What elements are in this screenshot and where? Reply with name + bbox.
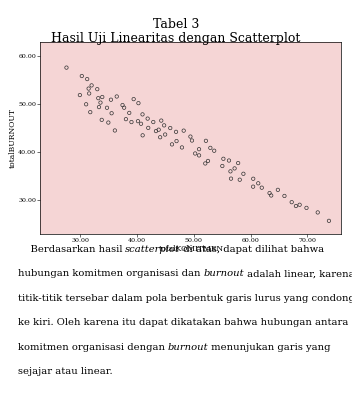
Point [250,184,256,190]
Point [136,100,141,106]
Point [275,187,281,193]
Text: sejajar atau linear.: sejajar atau linear. [18,367,112,376]
Point [86,85,92,92]
Text: scatterplot: scatterplot [125,245,180,254]
Point [156,126,162,133]
Point [168,125,173,131]
Point [192,150,198,157]
Point [289,199,295,205]
Point [173,129,179,135]
Text: menunjukan garis yang: menunjukan garis yang [208,343,331,352]
Point [108,96,114,103]
Point [162,131,168,138]
Point [297,202,302,208]
Point [138,120,144,127]
Point [196,152,202,158]
Text: burnout: burnout [168,343,208,352]
Point [250,176,256,182]
Text: adalah linear, karena: adalah linear, karena [244,269,352,278]
Text: burnout: burnout [203,269,244,278]
Point [106,119,111,126]
Point [326,218,332,224]
Point [256,180,261,186]
Point [203,138,209,144]
Point [196,146,202,152]
Point [100,94,105,100]
Point [212,148,217,154]
Point [140,111,145,118]
Point [86,90,92,97]
Point [179,144,185,151]
Point [220,163,225,169]
Point [181,128,187,134]
Point [237,176,243,183]
Point [145,125,151,131]
Point [112,127,118,134]
Point [221,156,226,162]
Point [131,96,137,102]
Point [232,165,237,172]
Point [96,104,102,110]
Point [228,168,233,174]
Point [174,138,180,144]
Text: titik-titik tersebar dalam pola berbentuk garis lurus yang condong: titik-titik tersebar dalam pola berbentu… [18,294,352,303]
Point [135,118,141,124]
Point [83,101,89,108]
Point [64,64,69,71]
Point [153,128,159,134]
Point [293,203,299,209]
Point [104,104,110,111]
Point [94,86,100,92]
Point [79,73,84,79]
Point [188,133,193,140]
Point [157,134,163,140]
Point [205,158,211,164]
Point [98,99,103,106]
Text: hubungan komitmen organisasi dan: hubungan komitmen organisasi dan [18,269,203,278]
Point [126,110,132,116]
Point [121,104,127,111]
Point [226,157,232,164]
Point [267,190,272,196]
X-axis label: totalKOMITMEN: totalKOMITMEN [158,244,224,252]
Text: di atas, dapat dilihat bahwa: di atas, dapat dilihat bahwa [180,245,324,254]
Point [158,117,164,124]
Point [114,93,120,100]
Point [202,160,208,167]
Point [109,110,114,116]
Text: komitmen organisasi dengan: komitmen organisasi dengan [18,343,168,352]
Point [89,82,94,88]
Point [123,116,129,122]
Point [259,184,265,191]
Point [282,193,287,199]
Point [87,109,93,115]
Point [84,76,90,82]
Point [128,119,134,125]
Point [99,117,105,123]
Point [140,132,145,138]
Point [235,160,241,166]
Point [95,95,101,101]
Y-axis label: totalBURNOUT: totalBURNOUT [9,108,17,168]
Point [161,122,167,128]
Point [208,145,213,151]
Point [189,137,195,144]
Text: Berdasarkan hasil: Berdasarkan hasil [18,245,125,254]
Point [150,119,156,125]
Text: ke kiri. Oleh karena itu dapat dikatakan bahwa hubungan antara: ke kiri. Oleh karena itu dapat dikatakan… [18,318,348,327]
Point [304,205,309,211]
Point [240,170,246,177]
Point [77,92,83,98]
Point [120,102,125,108]
Point [228,176,234,182]
Text: Hasil Uji Linearitas dengan Scatterplot: Hasil Uji Linearitas dengan Scatterplot [51,32,301,45]
Point [145,116,150,122]
Point [315,209,321,216]
Point [268,192,274,199]
Point [169,141,175,148]
Text: Tabel 3: Tabel 3 [153,18,199,31]
